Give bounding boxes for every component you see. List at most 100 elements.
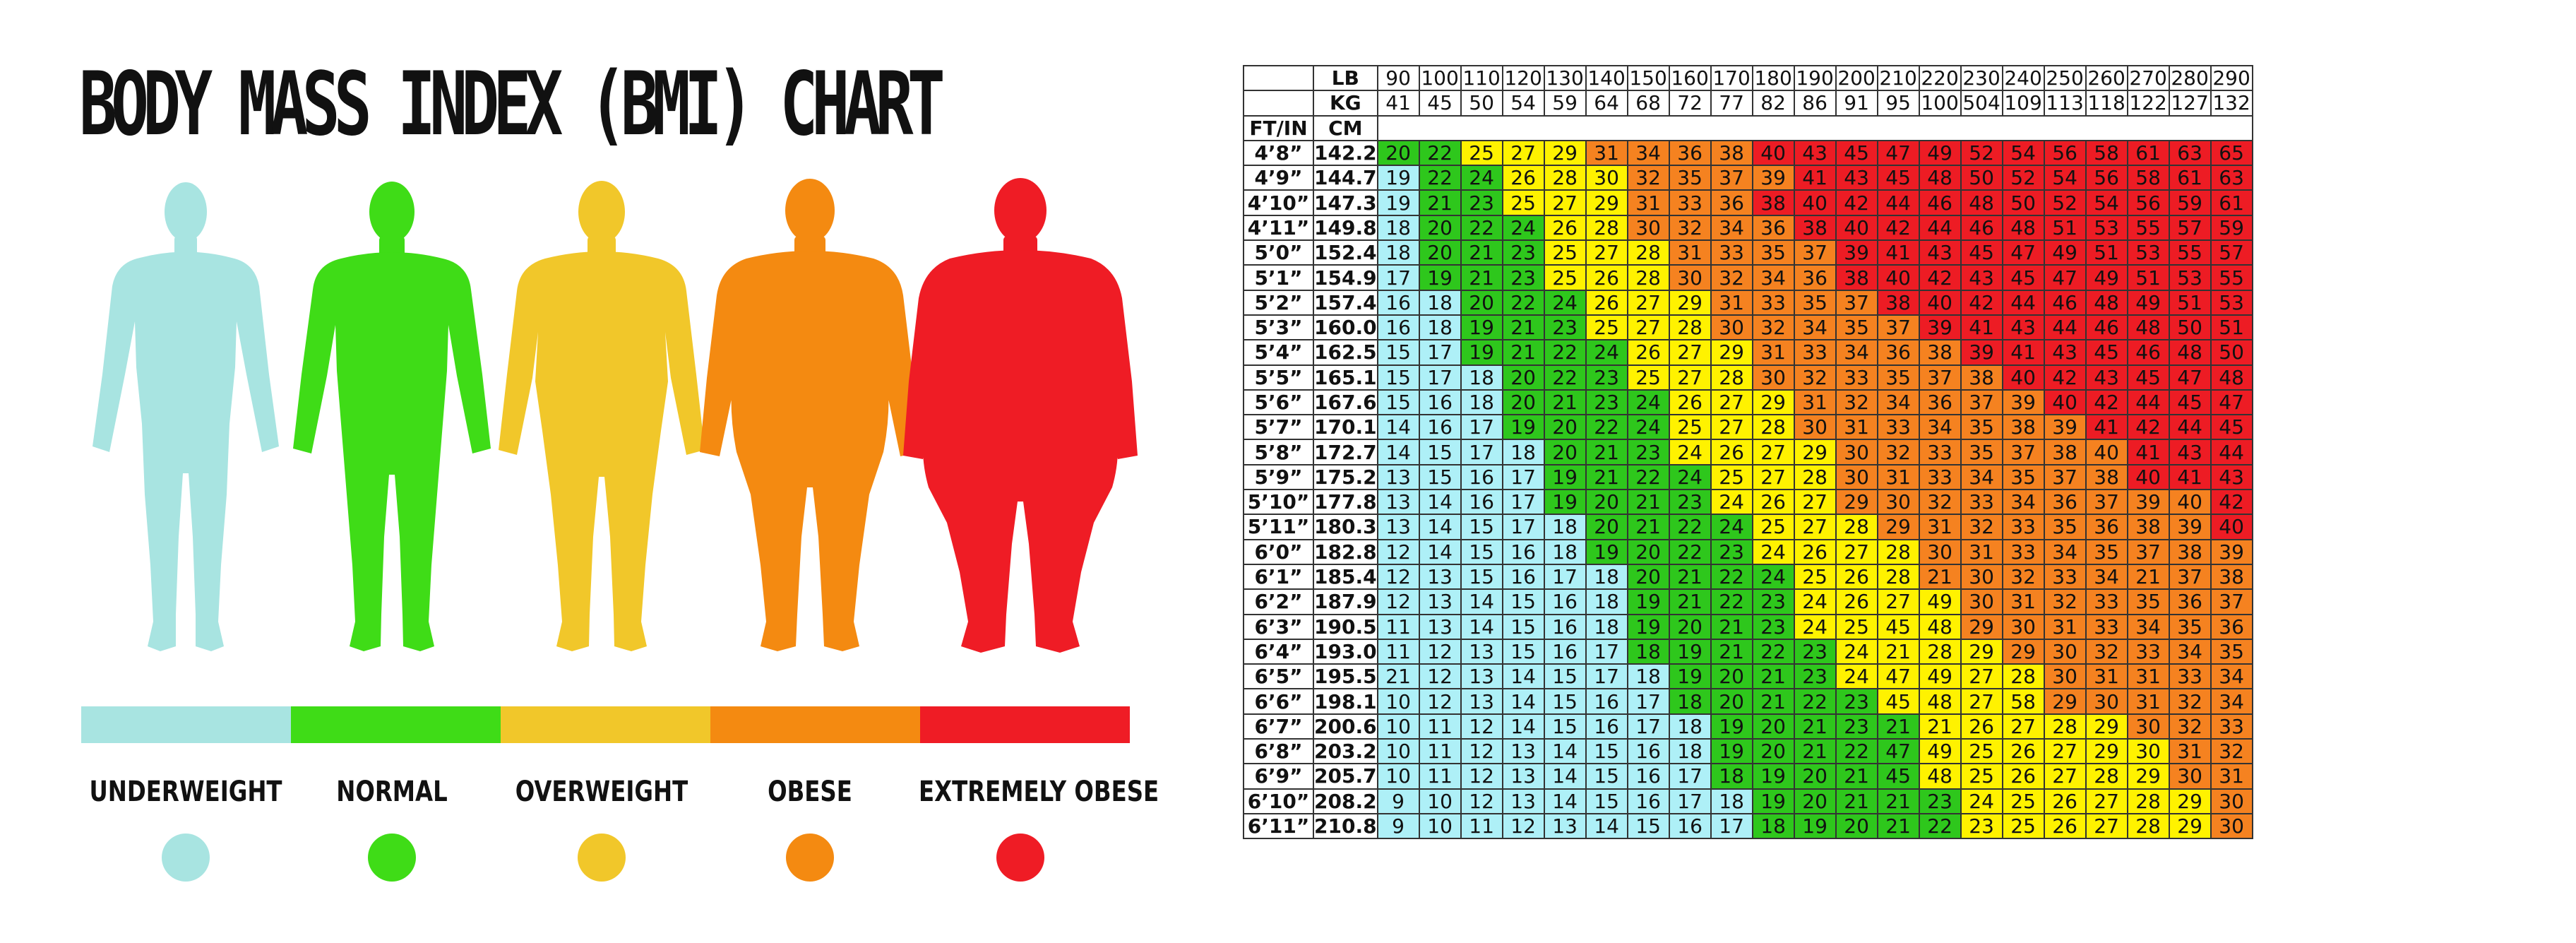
bmi-cell: 36 xyxy=(1876,339,1920,366)
bmi-cell: 16 xyxy=(1460,463,1503,491)
bmi-cell: 14 xyxy=(1543,788,1587,814)
height-cm-cell: 208.2 xyxy=(1313,788,1378,814)
bmi-cell: 33 xyxy=(2210,713,2253,740)
bmi-cell: 21 xyxy=(1626,489,1670,516)
bmi-cell: 21 xyxy=(1918,563,1962,591)
bmi-cell: 18 xyxy=(1376,239,1420,266)
lb-header-cell: 160 xyxy=(1668,64,1712,92)
lb-header-cell: 100 xyxy=(1418,64,1462,92)
lb-header-cell: 140 xyxy=(1585,64,1628,92)
bmi-cell: 22 xyxy=(1460,214,1503,242)
kg-header-cell: 122 xyxy=(2126,90,2170,117)
bmi-cell: 56 xyxy=(2043,139,2087,167)
bmi-cell: 26 xyxy=(1960,713,2003,740)
bmi-cell: 12 xyxy=(1460,713,1503,740)
bmi-cell: 20 xyxy=(1418,239,1462,266)
bmi-cell: 35 xyxy=(1668,165,1712,191)
bmi-cell: 61 xyxy=(2168,165,2212,191)
bmi-cell: 10 xyxy=(1376,688,1420,715)
color-bar-segment xyxy=(501,706,710,743)
bmi-cell: 18 xyxy=(1460,389,1503,416)
bmi-cell: 19 xyxy=(1460,314,1503,341)
bmi-cell: 27 xyxy=(1960,663,2003,690)
bmi-cell: 15 xyxy=(1501,613,1545,640)
bmi-cell: 21 xyxy=(1876,812,1920,840)
bmi-cell: 26 xyxy=(1626,339,1670,366)
bmi-cell: 44 xyxy=(2168,414,2212,441)
bmi-cell: 36 xyxy=(2168,588,2212,615)
table-row: 5’11” 180.3 13 14 15 17 18 20 21 22 24 25 27 28 29 31 32… xyxy=(1243,514,2253,540)
bmi-cell: 29 xyxy=(1585,189,1628,216)
table-row: 4’11” 149.8 18 20 22 24 26 28 30 32 34 36 38 40 42 44 46… xyxy=(1243,214,2253,242)
height-ftin-cell: 5’5” xyxy=(1243,364,1314,391)
bmi-cell: 18 xyxy=(1501,439,1545,465)
bmi-cell: 24 xyxy=(1501,214,1545,242)
bmi-cell: 22 xyxy=(1543,364,1587,391)
bmi-cell: 47 xyxy=(2001,239,2045,266)
bmi-cell: 35 xyxy=(1876,364,1920,391)
bmi-cell: 19 xyxy=(1543,463,1587,491)
bmi-cell: 15 xyxy=(1543,713,1587,740)
color-bar-segment xyxy=(81,706,291,743)
bmi-cell: 37 xyxy=(2210,588,2253,615)
bmi-cell: 17 xyxy=(1626,713,1670,740)
bmi-cell: 30 xyxy=(2210,788,2253,814)
height-cm-cell: 203.2 xyxy=(1313,738,1378,765)
bmi-cell: 26 xyxy=(1751,489,1795,516)
bmi-cell: 16 xyxy=(1543,638,1587,665)
bmi-cell: 10 xyxy=(1376,713,1420,740)
lb-header-cell: 240 xyxy=(2001,64,2045,92)
bmi-cell: 25 xyxy=(1460,139,1503,167)
bmi-cell: 25 xyxy=(1960,738,2003,765)
bmi-cell: 21 xyxy=(1793,713,1837,740)
bmi-cell: 21 xyxy=(2126,563,2170,591)
bmi-cell: 23 xyxy=(1918,788,1962,814)
bmi-cell: 45 xyxy=(1876,688,1920,715)
kg-header-cell: 77 xyxy=(1710,90,1753,117)
bmi-cell: 40 xyxy=(2043,389,2087,416)
bmi-cell: 57 xyxy=(2168,214,2212,242)
body-figures xyxy=(93,178,1138,653)
bmi-cell: 33 xyxy=(2085,613,2128,640)
height-ftin-cell: 5’2” xyxy=(1243,289,1314,316)
height-ftin-cell: 4’10” xyxy=(1243,189,1314,216)
bmi-cell: 61 xyxy=(2210,189,2253,216)
bmi-cell: 34 xyxy=(1710,214,1753,242)
bmi-cell: 31 xyxy=(1626,189,1670,216)
bmi-cell: 31 xyxy=(2001,588,2045,615)
bmi-cell: 29 xyxy=(2168,788,2212,814)
bmi-cell: 38 xyxy=(2043,439,2087,465)
bmi-cell: 53 xyxy=(2126,239,2170,266)
bmi-cell: 34 xyxy=(2126,613,2170,640)
bmi-cell: 31 xyxy=(1668,239,1712,266)
bmi-cell: 28 xyxy=(1751,414,1795,441)
bmi-cell: 38 xyxy=(2001,414,2045,441)
table-row: 5’9” 175.2 13 15 16 17 19 21 22 24 25 27 28 30 31 33 34 3… xyxy=(1243,463,2253,491)
bmi-cell: 12 xyxy=(1376,588,1420,615)
bmi-cell: 25 xyxy=(1793,563,1837,591)
bmi-cell: 29 xyxy=(1543,139,1587,167)
bmi-cell: 38 xyxy=(1918,339,1962,366)
corner-cell xyxy=(1243,90,1314,117)
bmi-cell: 56 xyxy=(2126,189,2170,216)
bmi-cell: 23 xyxy=(1960,812,2003,840)
bmi-cell: 32 xyxy=(2001,563,2045,591)
bmi-cell: 30 xyxy=(1835,463,1878,491)
bmi-cell: 12 xyxy=(1460,738,1503,765)
corner-cell xyxy=(1243,64,1314,92)
bmi-cell: 26 xyxy=(2043,812,2087,840)
bmi-cell: 44 xyxy=(2126,389,2170,416)
height-header-row: FT/IN CM xyxy=(1243,114,2253,141)
bmi-cell: 21 xyxy=(1835,788,1878,814)
bmi-cell: 43 xyxy=(1960,264,2003,291)
bmi-cell: 36 xyxy=(1793,264,1837,291)
bmi-cell: 17 xyxy=(1626,688,1670,715)
bmi-cell: 30 xyxy=(2085,688,2128,715)
lb-header-cell: 260 xyxy=(2085,64,2128,92)
category-dot xyxy=(996,834,1044,882)
bmi-cell: 26 xyxy=(1543,214,1587,242)
category-label: OBESE xyxy=(768,776,852,808)
table-row: 5’6” 167.6 15 16 18 20 21 23 24 26 27 29 31 32 34 36 37 3… xyxy=(1243,389,2253,416)
bmi-cell: 38 xyxy=(2126,514,2170,540)
bmi-cell: 20 xyxy=(1418,214,1462,242)
